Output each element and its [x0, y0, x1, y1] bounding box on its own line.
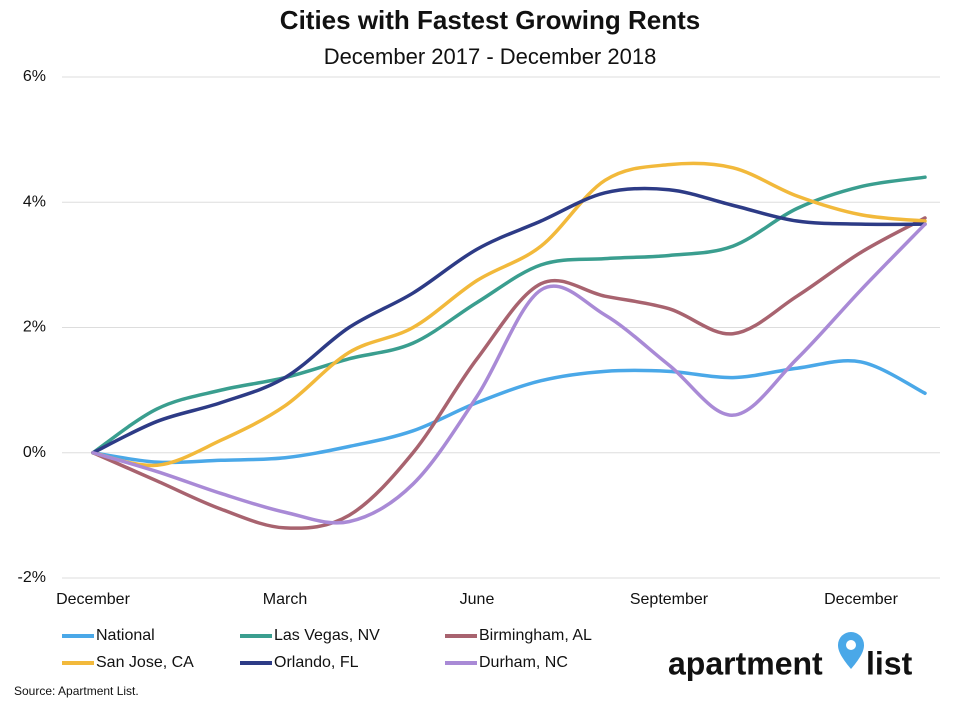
y-tick-label: 4% [23, 193, 46, 210]
x-tick-label: September [630, 591, 709, 608]
logo-pin [838, 632, 864, 669]
legend-label: Orlando, FL [274, 654, 359, 671]
y-tick-label: 0% [23, 444, 46, 461]
legend-label: San Jose, CA [96, 654, 194, 671]
x-tick-label: December [824, 591, 898, 608]
y-tick-label: -2% [18, 569, 46, 586]
logo: apartment list [668, 632, 913, 681]
series-line [91, 186, 927, 455]
chart-title: Cities with Fastest Growing Rents [280, 5, 700, 35]
series-line [91, 175, 927, 455]
y-tick-label: 2% [23, 319, 46, 336]
series-line [91, 359, 927, 465]
x-tick-label: June [460, 591, 495, 608]
x-tick-label: March [263, 591, 307, 608]
legend-label: National [96, 627, 155, 644]
x-tick-label: December [56, 591, 130, 608]
logo-text: apartment [668, 645, 823, 681]
logo-pin-dot [846, 640, 856, 650]
source: Source: Apartment List. [14, 684, 139, 698]
series-line [91, 161, 927, 468]
legend-label: Durham, NC [479, 654, 568, 671]
chart-subtitle: December 2017 - December 2018 [324, 44, 657, 69]
series-line [91, 216, 927, 530]
series-line [91, 222, 927, 525]
legend-label: Las Vegas, NV [274, 627, 380, 644]
y-tick-label: 6% [23, 68, 46, 85]
logo-text: list [866, 645, 913, 681]
legend-label: Birmingham, AL [479, 627, 592, 644]
